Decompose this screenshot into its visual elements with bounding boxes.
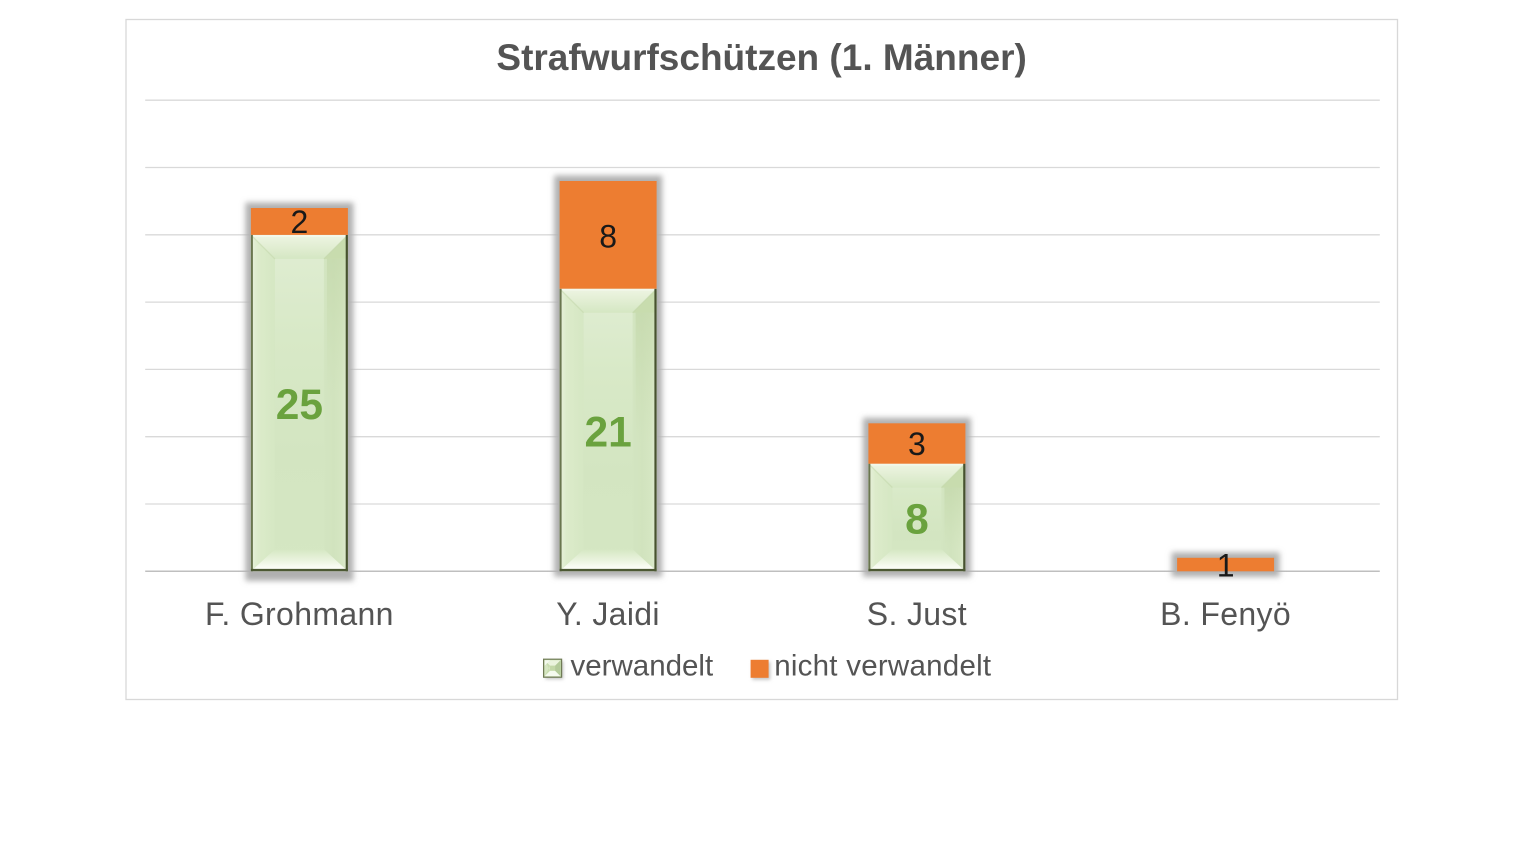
svg-text:B. Fenyö: B. Fenyö [1160,596,1291,632]
svg-text:verwandelt: verwandelt [571,650,714,683]
svg-text:8: 8 [599,219,617,255]
svg-text:8: 8 [905,497,929,544]
svg-text:25: 25 [276,382,323,429]
svg-text:1: 1 [1217,548,1235,584]
svg-text:3: 3 [908,426,926,462]
svg-text:Strafwurfschützen (1. Männer): Strafwurfschützen (1. Männer) [496,37,1026,78]
svg-text:S. Just: S. Just [867,596,967,632]
svg-text:2: 2 [291,204,309,240]
svg-text:21: 21 [584,410,631,457]
svg-text:Y. Jaidi: Y. Jaidi [556,596,660,632]
svg-text:nicht verwandelt: nicht verwandelt [774,650,991,683]
svg-text:F. Grohmann: F. Grohmann [205,596,394,632]
